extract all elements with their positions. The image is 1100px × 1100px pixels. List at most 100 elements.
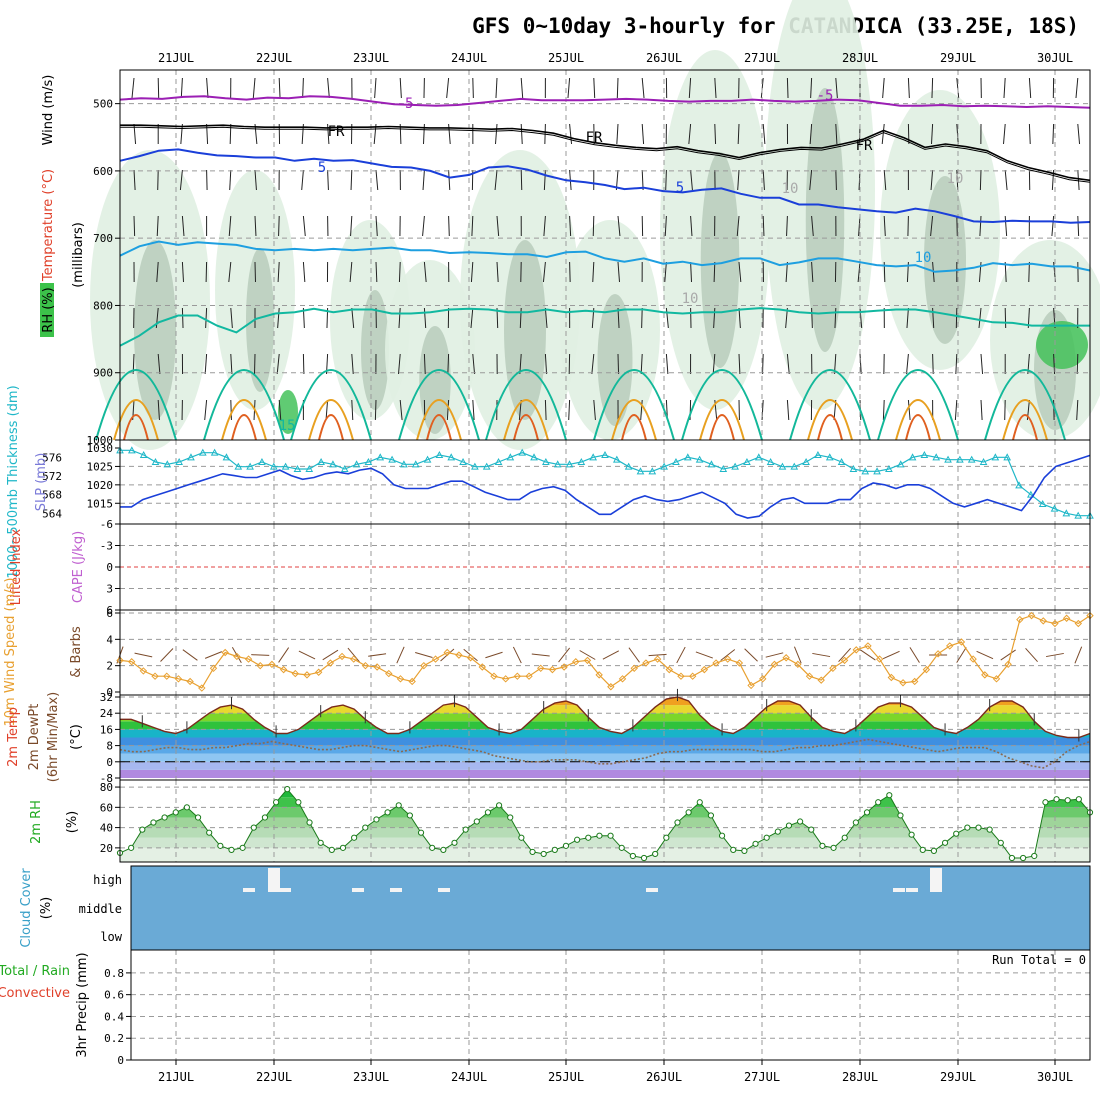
wind-speed-point (151, 672, 159, 680)
wind-barb (398, 261, 401, 283)
rh-point (351, 834, 358, 841)
isotherm-label: 10 (915, 250, 932, 266)
wind-barb (617, 215, 621, 237)
wind-speed-point (724, 655, 732, 663)
wind-barb (930, 169, 934, 191)
wind-barb (228, 261, 232, 283)
wind-barb-10m (744, 648, 758, 662)
rh-point (373, 816, 380, 823)
rh-point (451, 839, 458, 846)
temp-contour-15b (681, 369, 763, 441)
wind-speed-point (221, 648, 229, 657)
wind-barb (398, 353, 401, 375)
wind-speed-point (712, 659, 720, 667)
wind-barb-10m (793, 646, 802, 664)
date-label-bottom: 25JUL (548, 1070, 584, 1084)
thickness-point (896, 460, 905, 468)
rh-tick: 40 (100, 822, 113, 835)
isotherm-label: 10 (947, 171, 964, 187)
rh-band (120, 837, 1090, 848)
thickness-label: 1000~500mb Thickness (dm) (6, 385, 21, 578)
thickness-point (707, 460, 716, 468)
wind-speed-line (119, 614, 1091, 689)
rh-point (172, 809, 179, 816)
thickness-point (471, 462, 479, 470)
wind-barb (278, 77, 281, 99)
wind-speed-point (688, 672, 697, 680)
thickness-point (163, 460, 172, 468)
wind-speed-point (805, 672, 814, 680)
wind-barb (543, 215, 546, 237)
wind-barb (544, 307, 548, 329)
rh-point (774, 828, 781, 835)
wind-barb (738, 307, 741, 329)
wind-barb (375, 169, 379, 191)
thickness-tick: 564 (42, 507, 62, 520)
wind-speed-point (852, 646, 860, 654)
wind-barb (690, 215, 693, 237)
thickness-line (120, 449, 1090, 517)
wind-barb (495, 123, 498, 145)
temperature-label: Temperature (°C) (41, 169, 56, 282)
wind-barb (979, 215, 982, 237)
wind-barb-10m (720, 649, 736, 661)
thickness-point (601, 450, 609, 458)
wind-barb (131, 77, 135, 99)
rh-point (484, 809, 492, 816)
thickness-tick: 568 (42, 489, 62, 502)
wind-barb (496, 261, 499, 283)
thickness-point (837, 457, 846, 465)
wind-barb (543, 169, 546, 191)
wind-speed-point (1039, 617, 1047, 625)
wind-barb (229, 123, 232, 145)
wind-speed-point (981, 671, 989, 679)
rh-point (217, 842, 224, 849)
thickness-point (127, 446, 136, 454)
wind-barb-10m (1025, 647, 1038, 663)
wind-speed-point (1004, 660, 1012, 669)
wind-barb (568, 399, 571, 421)
wind-barb (1003, 123, 1006, 145)
wind-speed-point (478, 663, 486, 671)
thickness-point (731, 462, 739, 470)
rh-point (718, 832, 726, 839)
wind-barb (641, 169, 644, 191)
temp-contour-20 (1002, 399, 1048, 441)
temp-tick: -8 (100, 772, 113, 785)
thickness-point (388, 455, 396, 463)
wind-speed-point (548, 665, 557, 674)
li-tick: -3 (100, 540, 113, 553)
wind-barb (351, 399, 354, 421)
isotherm-label: 5 (676, 180, 684, 196)
temp-contour-25 (621, 414, 647, 441)
precip-tick: 0.6 (104, 989, 124, 1002)
thickness-point (1015, 481, 1023, 489)
cape-label: CAPE (J/kg) (71, 531, 86, 603)
thickness-point (198, 448, 207, 456)
wind-speed-point (1027, 611, 1036, 620)
date-label-top: 21JUL (158, 51, 194, 65)
rh2m-label: 2m RH (29, 800, 44, 844)
isotherm-label: FR (328, 124, 345, 140)
wind-speed-point (163, 672, 171, 680)
wind-speed-point (350, 655, 358, 663)
wind-speed-point (572, 658, 580, 666)
rh-point (518, 834, 525, 841)
wind-barb (980, 353, 984, 375)
wind-barb (930, 123, 934, 145)
temp-tick: 0 (106, 756, 113, 769)
wind-speed-point (420, 661, 428, 670)
wind-speed-point (268, 660, 276, 669)
thickness-point (175, 457, 183, 465)
rh-point (975, 824, 982, 831)
wind-speed-point (1051, 619, 1059, 628)
wind-barb (641, 123, 645, 145)
wind-barb-10m (396, 646, 405, 664)
thickness-point (885, 464, 893, 472)
isotherm-FR (120, 124, 1091, 182)
rh-shade-dark (246, 248, 274, 392)
thickness-point (672, 457, 680, 465)
wind-speed-point (992, 675, 1001, 683)
rh-point (897, 812, 904, 819)
rh-band (120, 789, 1090, 798)
